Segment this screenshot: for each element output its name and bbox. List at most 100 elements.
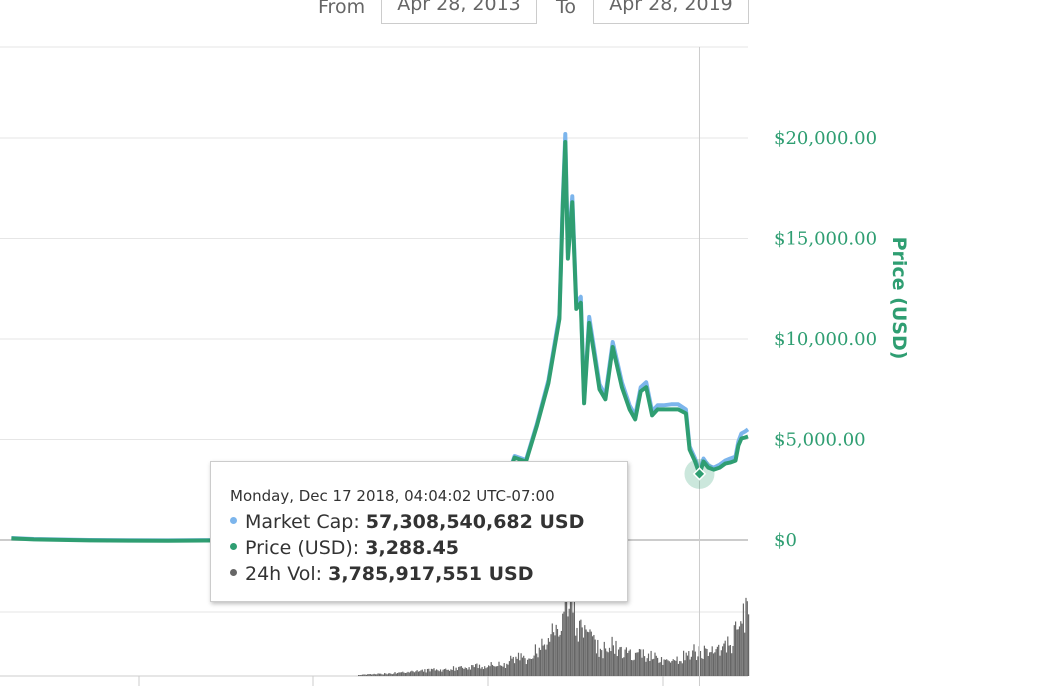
volume-bar — [660, 657, 663, 676]
volume-bar — [681, 663, 683, 676]
volume-bar — [384, 673, 386, 676]
volume-bar — [546, 644, 548, 676]
from-label: From — [318, 0, 366, 18]
volume-bar — [419, 671, 421, 676]
volume-bar — [358, 675, 360, 676]
volume-bar — [402, 671, 404, 676]
tooltip-label: Market Cap: — [245, 511, 360, 533]
volume-bar — [477, 668, 479, 676]
volume-bar — [619, 647, 621, 676]
volume-bar — [577, 641, 579, 676]
volume-bar — [573, 591, 575, 676]
volume-bar — [684, 660, 686, 676]
volume-bar — [400, 672, 403, 676]
volume-bar — [438, 671, 440, 676]
volume-bar — [737, 629, 739, 676]
volume-bar — [694, 651, 696, 676]
volume-bar — [553, 632, 555, 676]
volume-bar — [459, 666, 461, 676]
volume-bar — [744, 632, 746, 676]
volume-bar — [549, 641, 551, 676]
volume-bar — [551, 623, 553, 676]
volume-bar — [722, 646, 724, 676]
volume-bar — [588, 632, 590, 676]
volume-bar — [571, 584, 573, 676]
y-tick-label: $20,000.00 — [774, 128, 877, 149]
volume-bar — [499, 665, 501, 676]
tooltip-value: 57,308,540,682 USD — [365, 511, 585, 533]
volume-bar — [512, 656, 514, 676]
volume-bar — [432, 669, 434, 676]
volume-bar — [451, 669, 453, 676]
volume-bar — [705, 648, 707, 676]
volume-bar — [495, 666, 497, 676]
volume-bar — [364, 674, 366, 676]
volume-bar — [555, 624, 557, 676]
volume-bar — [501, 665, 503, 676]
volume-bar — [484, 666, 486, 676]
volume-bar — [703, 645, 705, 676]
volume-bar — [503, 663, 505, 676]
volume-bar — [524, 658, 526, 676]
volume-bar — [628, 650, 630, 676]
tooltip-value: 3,288.45 — [365, 537, 460, 559]
volume-bar — [732, 646, 734, 676]
volume-bar — [599, 648, 601, 676]
y-axis-ticks: $0 $5,000.00 $10,000.00 $15,000.00 $20,000.0… — [774, 128, 877, 551]
volume-bar — [426, 668, 429, 676]
volume-bar — [387, 673, 390, 676]
volume-bar — [360, 674, 362, 676]
volume-bar — [582, 637, 585, 676]
to-date-input[interactable]: Apr 28, 2019 — [593, 0, 749, 24]
volume-bar — [443, 669, 445, 676]
volume-bar — [430, 668, 432, 676]
volume-bar — [412, 671, 414, 676]
volume-bar — [668, 661, 670, 676]
volume-bar — [413, 672, 416, 676]
from-date-input[interactable]: Apr 28, 2013 — [381, 0, 537, 24]
volume-bar — [423, 671, 425, 676]
volume-bar — [532, 658, 534, 676]
volume-bar — [690, 656, 692, 676]
volume-bar — [481, 666, 483, 676]
volume-bar — [627, 652, 629, 676]
hover-marker — [684, 458, 715, 489]
volume-bar — [452, 666, 455, 676]
volume-bar — [666, 659, 668, 676]
date-range-selector: From Apr 28, 2013 To Apr 28, 2019 — [0, 0, 760, 28]
volume-bar — [702, 659, 704, 676]
volume-bar — [417, 671, 419, 676]
volume-bar — [615, 640, 617, 676]
volume-bar — [411, 670, 413, 676]
volume-bar — [534, 644, 536, 676]
volume-bar — [502, 666, 504, 676]
volume-bar — [368, 674, 370, 676]
volume-bar — [625, 647, 627, 676]
volume-bar — [517, 652, 520, 676]
volume-bar — [504, 667, 507, 676]
volume-bar — [720, 650, 722, 676]
volume-bar — [394, 672, 396, 676]
volume-bar — [653, 658, 655, 676]
volume-bar — [397, 672, 399, 676]
volume-bar — [671, 661, 673, 676]
volume-bar — [471, 665, 473, 676]
volume-bar — [697, 656, 699, 676]
volume-bar — [636, 652, 638, 676]
volume-bar — [651, 659, 653, 676]
tooltip-date: Monday, Dec 17 2018, 04:04:02 UTC-07:00 — [230, 487, 555, 505]
volume-bar — [390, 673, 392, 676]
volume-bar — [616, 656, 618, 676]
volume-bar — [594, 639, 596, 676]
volume-bar — [494, 666, 496, 676]
volume-bar — [560, 630, 562, 676]
volume-bar — [642, 649, 644, 676]
volume-bar — [450, 669, 452, 676]
tooltip-label: Price (USD): — [245, 537, 360, 559]
volume-bar — [540, 649, 542, 676]
volume-bar — [709, 652, 711, 676]
volume-bar — [416, 670, 418, 676]
volume-bar — [468, 667, 470, 676]
volume-bar — [640, 649, 642, 676]
